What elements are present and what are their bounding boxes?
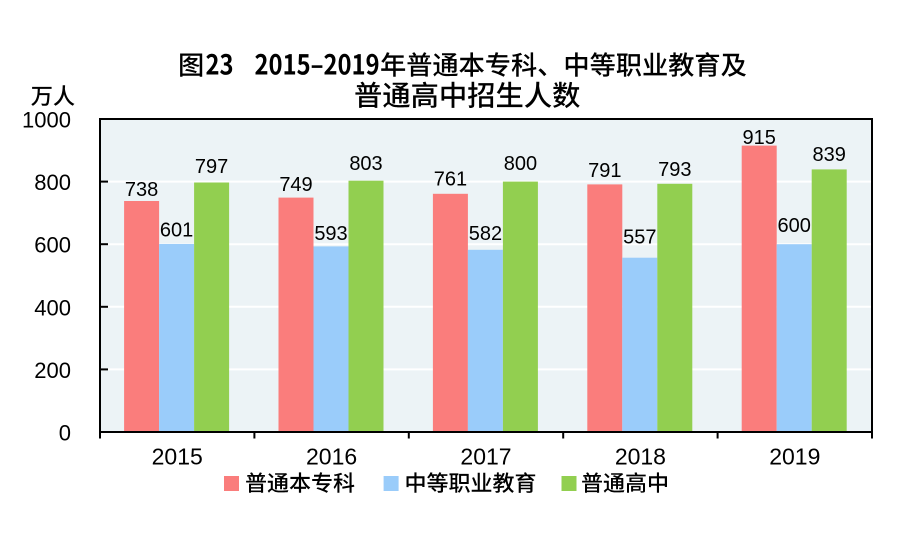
svg-text:800: 800 xyxy=(504,153,537,175)
svg-text:915: 915 xyxy=(743,127,776,149)
svg-text:793: 793 xyxy=(658,159,691,181)
svg-text:601: 601 xyxy=(160,219,193,241)
svg-text:761: 761 xyxy=(434,169,467,191)
svg-text:582: 582 xyxy=(469,223,502,245)
svg-text:2016: 2016 xyxy=(306,443,357,469)
svg-text:557: 557 xyxy=(623,226,656,248)
svg-text:803: 803 xyxy=(349,153,382,175)
svg-text:200: 200 xyxy=(34,358,71,383)
svg-text:2015: 2015 xyxy=(152,443,203,469)
svg-text:2018: 2018 xyxy=(615,443,666,469)
svg-text:400: 400 xyxy=(34,295,71,320)
svg-text:797: 797 xyxy=(195,156,228,178)
svg-text:0: 0 xyxy=(59,421,71,446)
svg-text:593: 593 xyxy=(314,223,347,245)
svg-text:600: 600 xyxy=(34,233,71,258)
svg-text:2017: 2017 xyxy=(460,443,511,469)
svg-text:791: 791 xyxy=(588,160,621,182)
svg-text:2019: 2019 xyxy=(769,443,820,469)
svg-text:1000: 1000 xyxy=(22,108,71,133)
svg-text:738: 738 xyxy=(125,179,158,201)
svg-text:839: 839 xyxy=(813,144,846,166)
svg-text:749: 749 xyxy=(279,174,312,196)
svg-text:600: 600 xyxy=(778,215,811,237)
svg-text:800: 800 xyxy=(34,170,71,195)
